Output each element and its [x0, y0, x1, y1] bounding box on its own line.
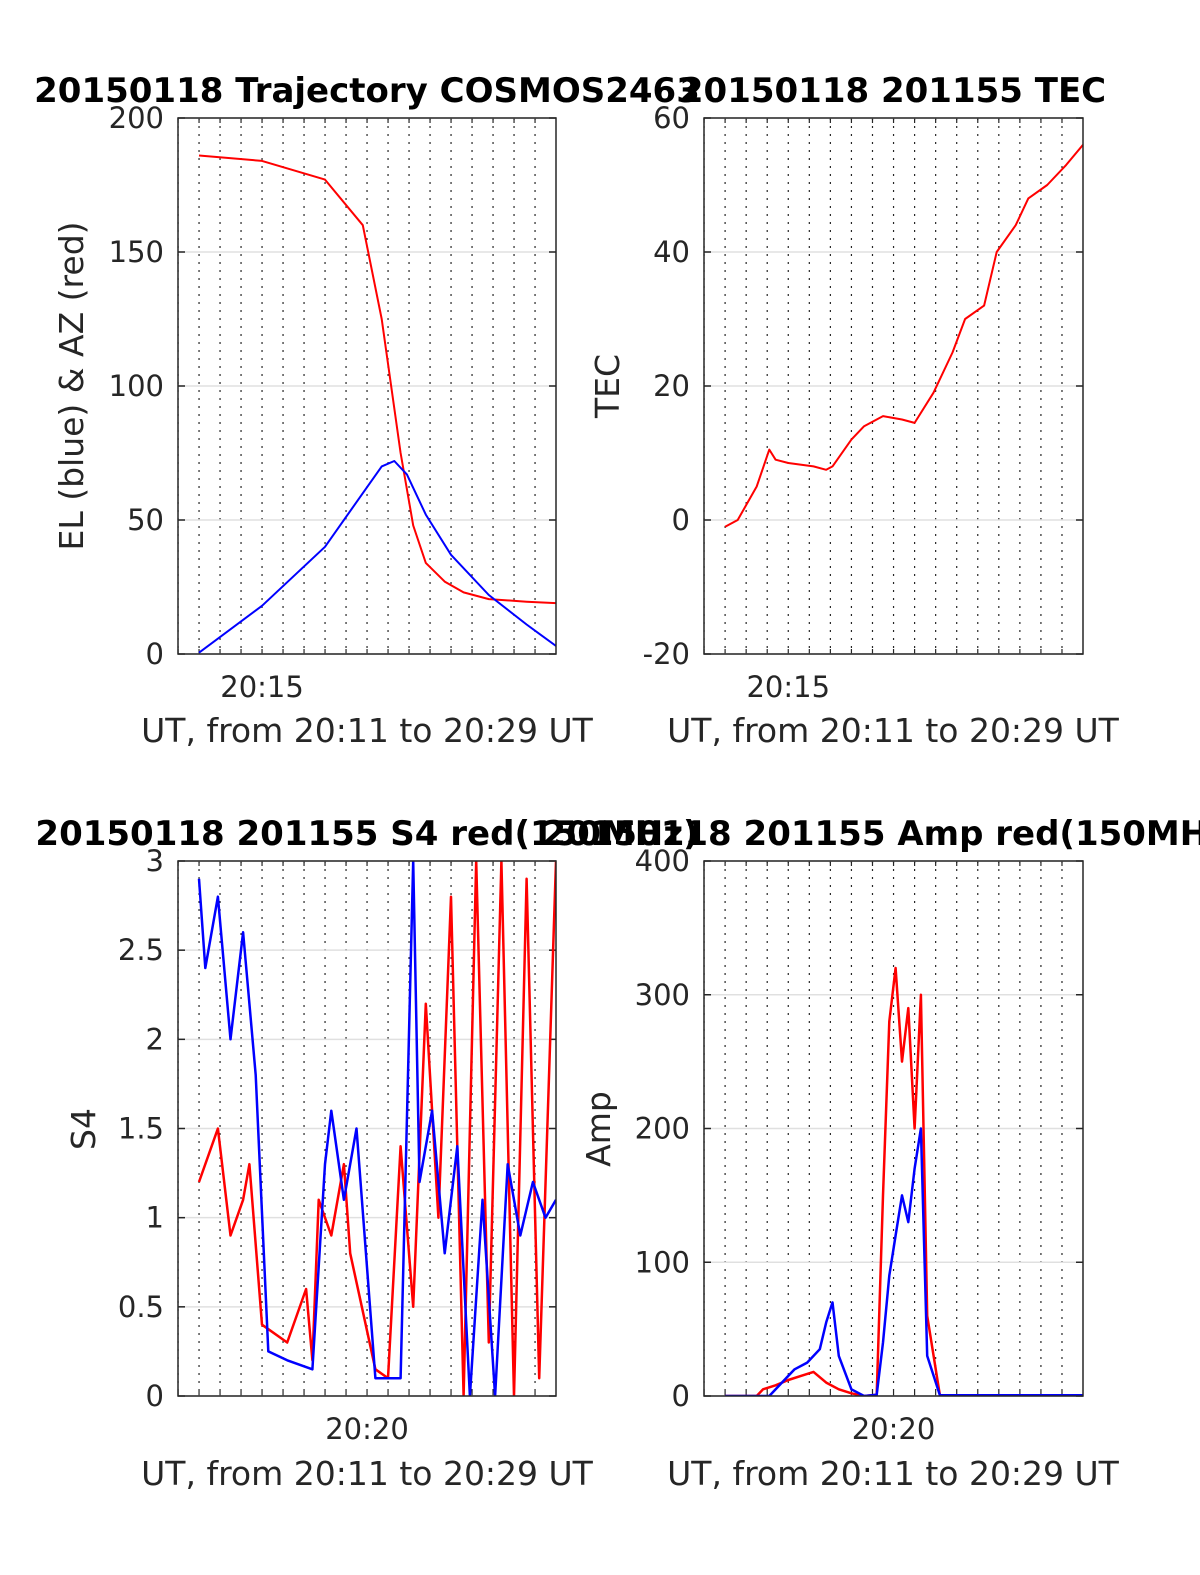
trajectory-grid — [177, 117, 556, 655]
trajectory-y-tick-label: 100 — [109, 369, 164, 403]
tec-series — [724, 144, 1083, 528]
amp-grid — [703, 860, 1083, 1397]
s4-series-s4_red — [197, 861, 556, 1396]
s4-ylabel: S4 — [64, 1108, 103, 1150]
trajectory-series-el — [198, 460, 556, 654]
panel-tec: -20 0 20 40 60 20:15 20150118 201155 TEC UT,… — [588, 71, 1120, 750]
s4-y-tick-label: 1.5 — [118, 1112, 164, 1146]
tec-ylabel: TEC — [588, 354, 627, 419]
s4-xticks: 20:20 — [325, 1412, 409, 1446]
s4-x-tick-label: 20:20 — [325, 1412, 409, 1446]
tec-x-tick-label: 20:15 — [746, 670, 830, 704]
amp-xticks: 20:20 — [852, 1412, 936, 1446]
tec-y-tick-label: 60 — [653, 101, 690, 135]
s4-y-tick-label: 0.5 — [118, 1290, 164, 1324]
trajectory-axes-box — [177, 117, 557, 655]
s4-y-tick-label: 2 — [146, 1022, 164, 1056]
trajectory-y-tick-label: 150 — [109, 235, 164, 269]
amp-ylabel: Amp — [579, 1091, 618, 1167]
s4-y-tick-label: 3 — [146, 844, 164, 878]
amp-y-tick-label: 300 — [635, 978, 690, 1012]
panel-amp: 0 100 200 300 400 20:20 20150118 201155 Amp … — [542, 814, 1200, 1493]
amp-y-tick-label: 0 — [672, 1379, 690, 1413]
trajectory-yticks: 0 50 100 150 200 — [109, 101, 164, 671]
amp-y-tick-label: 200 — [635, 1112, 690, 1146]
s4-title: 20150118 201155 S4 red(150MHz) — [35, 814, 698, 854]
tec-axes-box — [703, 117, 1084, 655]
trajectory-xticks: 20:15 — [220, 670, 304, 704]
tec-xticks: 20:15 — [746, 670, 830, 704]
amp-title: 20150118 201155 Amp red(150MHz) — [542, 814, 1200, 854]
trajectory-y-tick-label: 50 — [127, 503, 164, 537]
s4-y-tick-label: 1 — [146, 1201, 164, 1235]
s4-series — [197, 861, 556, 1396]
amp-x-tick-label: 20:20 — [852, 1412, 936, 1446]
trajectory-series — [198, 154, 556, 654]
trajectory-series-az — [198, 154, 556, 605]
amp-y-tick-label: 400 — [635, 844, 690, 878]
tec-xlabel: UT, from 20:11 to 20:29 UT — [667, 711, 1120, 750]
tec-title: 20150118 201155 TEC — [680, 71, 1106, 111]
amp-y-tick-label: 100 — [635, 1245, 690, 1279]
trajectory-y-tick-label: 0 — [146, 637, 164, 671]
trajectory-y-tick-label: 200 — [109, 101, 164, 135]
trajectory-ylabel: EL (blue) & AZ (red) — [52, 221, 91, 550]
s4-xlabel: UT, from 20:11 to 20:29 UT — [141, 1454, 594, 1493]
s4-series-s4_blue — [197, 861, 556, 1396]
s4-axes-box — [177, 860, 557, 1397]
tec-y-tick-label: 20 — [653, 369, 690, 403]
tec-y-tick-label: -20 — [643, 637, 690, 671]
trajectory-xlabel: UT, from 20:11 to 20:29 UT — [141, 711, 594, 750]
tec-yticks: -20 0 20 40 60 — [643, 101, 690, 671]
s4-yticks: 0 0.5 1 1.5 2 2.5 3 — [118, 844, 164, 1413]
trajectory-x-tick-label: 20:15 — [220, 670, 304, 704]
s4-y-tick-label: 2.5 — [118, 933, 164, 967]
s4-y-tick-label: 0 — [146, 1379, 164, 1413]
amp-yticks: 0 100 200 300 400 — [635, 844, 690, 1413]
amp-series-amp_blue — [725, 1127, 1083, 1396]
amp-xlabel: UT, from 20:11 to 20:29 UT — [667, 1454, 1120, 1493]
panel-s4: 0 0.5 1 1.5 2 2.5 3 20:20 20150118 201155 S4 r… — [35, 814, 698, 1493]
amp-axes-box — [703, 860, 1084, 1397]
tec-series-tec — [724, 144, 1083, 528]
trajectory-title: 20150118 Trajectory COSMOS2463 — [34, 71, 700, 111]
tec-y-tick-label: 0 — [672, 503, 690, 537]
tec-y-tick-label: 40 — [653, 235, 690, 269]
